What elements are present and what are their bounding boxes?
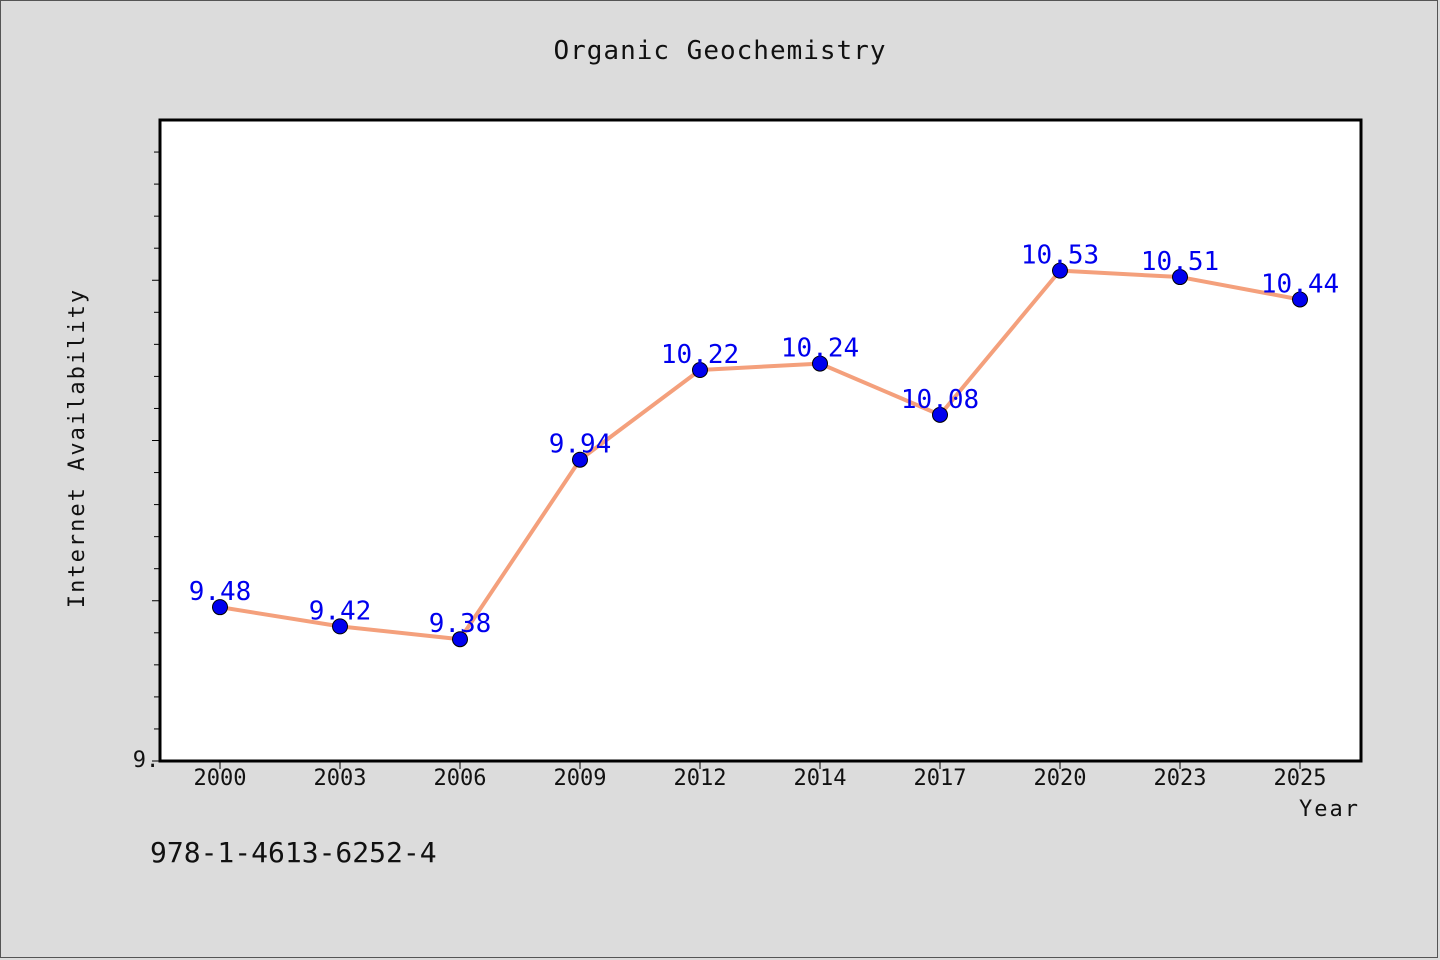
x-tick-label: 2020	[1034, 766, 1087, 791]
data-point	[1292, 291, 1308, 308]
x-tick-label: 2000	[194, 766, 247, 791]
x-axis-title: Year	[1299, 797, 1360, 822]
data-point	[932, 406, 948, 423]
data-label: 9.42	[309, 596, 372, 626]
x-tick-label: 2003	[314, 766, 367, 791]
y-axis-ticks	[152, 151, 160, 762]
x-tick-label: 2014	[794, 766, 847, 791]
data-point	[692, 361, 708, 378]
data-label: 10.51	[1141, 247, 1219, 277]
data-point	[212, 599, 228, 616]
y-axis-title: Internet Availability	[65, 288, 90, 608]
x-tick-label: 2006	[434, 766, 487, 791]
data-label: 10.44	[1261, 269, 1339, 299]
x-tick-label: 2017	[914, 766, 967, 791]
series-group: 9.48 9.42 9.38 9.94 10.22 10.24 10.08 10.53 10.5…	[189, 241, 1339, 648]
chart-title: Organic Geochemistry	[553, 36, 887, 66]
series-line	[219, 268, 1301, 642]
data-label: 9.38	[429, 609, 492, 639]
isbn-annotation: 978-1-4613-6252-4	[150, 836, 437, 869]
data-point	[332, 618, 348, 635]
data-point	[812, 355, 828, 372]
data-point	[452, 631, 468, 648]
data-label: 10.08	[901, 385, 979, 415]
data-label: 10.22	[661, 340, 739, 370]
data-label: 10.53	[1021, 241, 1099, 271]
x-tick-label: 2023	[1154, 766, 1207, 791]
x-tick-label: 2025	[1274, 766, 1327, 791]
data-label: 10.24	[781, 334, 859, 364]
x-tick-label: 2009	[554, 766, 607, 791]
plot-area	[158, 118, 1363, 763]
y-tick-label: 9.	[133, 748, 160, 773]
data-point	[572, 451, 588, 468]
data-point	[1172, 269, 1188, 286]
x-axis-ticks: 2000 2003 2006 2009 2012 2014 2017 2020 2023 2025	[194, 761, 1327, 791]
data-point	[1052, 262, 1068, 279]
data-label: 9.94	[549, 430, 612, 460]
x-tick-label: 2012	[674, 766, 727, 791]
data-label: 9.48	[189, 577, 252, 607]
